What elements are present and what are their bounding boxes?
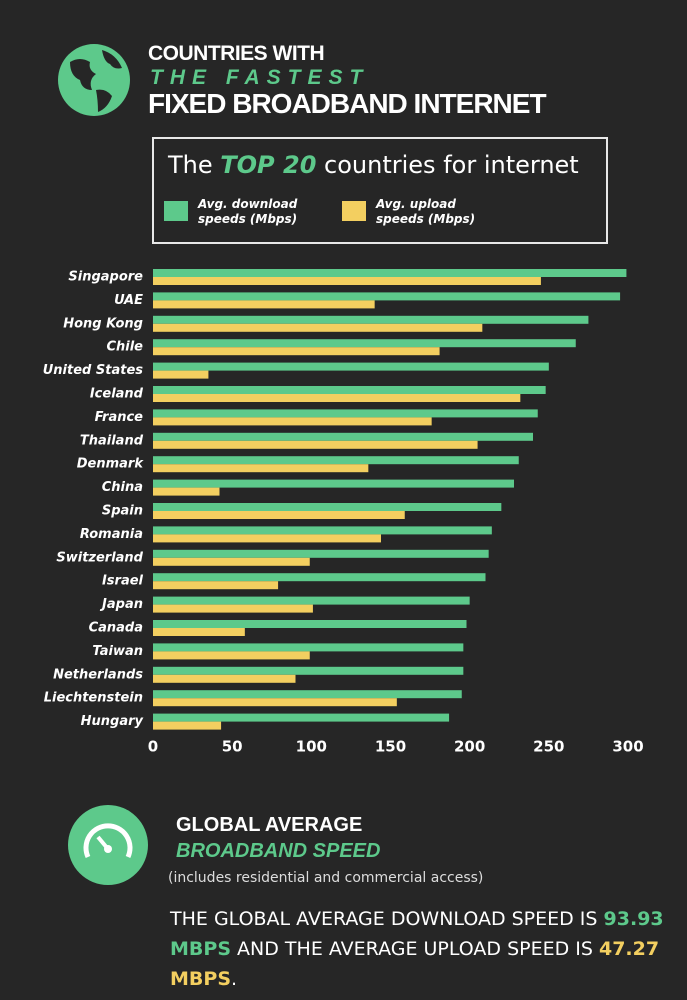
- y-tick-label: Chile: [106, 340, 143, 355]
- bar: [153, 440, 478, 449]
- y-tick-label: Israel: [102, 574, 144, 589]
- bar: [153, 292, 621, 301]
- x-tick-label: 0: [148, 738, 158, 756]
- bar: [153, 643, 464, 652]
- x-tick-label: 50: [222, 738, 243, 756]
- y-tick-label: Iceland: [90, 387, 144, 402]
- y-tick-label: France: [95, 410, 144, 425]
- bar: [153, 456, 519, 465]
- bar: [153, 487, 220, 496]
- bar: [153, 315, 589, 324]
- bar: [153, 604, 313, 613]
- legend-label: Avg. download speeds (Mbps): [198, 197, 298, 226]
- y-tick-label: UAE: [114, 293, 143, 308]
- bar: [153, 721, 222, 730]
- summary-title: BROADBAND SPEED: [176, 840, 381, 862]
- chart: 0 50 100 150 200 250 300 Singapore UAE Hong Kong C…: [43, 269, 644, 756]
- y-tick-label: Liechtenstein: [44, 691, 143, 706]
- title-line: COUNTRIES WITH: [148, 42, 325, 65]
- y-tick-label: Hong Kong: [63, 316, 143, 331]
- legend-box: The TOP 20 countries for internet Avg. d…: [152, 137, 608, 244]
- speed-icon: [68, 805, 148, 885]
- bar: [153, 549, 489, 558]
- bar: [153, 394, 521, 402]
- title-line: FIXED BROADBAND INTERNET: [148, 88, 547, 119]
- y-tick-label: Netherlands: [53, 667, 143, 682]
- bar: [153, 386, 546, 394]
- bar: [153, 362, 549, 371]
- y-tick-label: United States: [43, 363, 144, 378]
- y-tick-label: Denmark: [77, 457, 145, 472]
- bar: [153, 503, 502, 511]
- bar: [153, 277, 541, 285]
- bar: [153, 674, 296, 683]
- text: .: [231, 968, 238, 990]
- bar: [153, 666, 464, 675]
- y-tick-label: Canada: [89, 621, 143, 636]
- bar: [153, 526, 492, 535]
- bar: [153, 620, 467, 628]
- x-tick-label: 100: [296, 738, 327, 756]
- legend-heading: The TOP 20 countries for internet: [168, 151, 579, 179]
- legend-swatch: [342, 201, 366, 221]
- y-tick-label: Hungary: [81, 714, 144, 729]
- bar: [153, 417, 432, 426]
- upload-figure: 47.27 MBPS: [170, 938, 660, 990]
- bar: [153, 300, 375, 309]
- summary-note: (includes residential and commercial acc…: [168, 870, 484, 886]
- bar: [153, 479, 514, 488]
- bar: [153, 690, 462, 699]
- legend-label: Avg. upload speeds (Mbps): [376, 197, 476, 226]
- x-tick-label: 250: [533, 738, 564, 756]
- bar: [153, 432, 533, 441]
- bar: [153, 339, 576, 348]
- gauge: [83, 823, 133, 859]
- text: AND THE AVERAGE UPLOAD SPEED IS: [237, 938, 593, 960]
- bar: [153, 323, 483, 332]
- summary-text: THE GLOBAL AVERAGE DOWNLOAD SPEED IS 93.…: [170, 904, 670, 994]
- bar: [153, 713, 450, 722]
- bar: [153, 628, 245, 636]
- y-tick-label: Taiwan: [92, 644, 143, 659]
- bar: [153, 581, 279, 590]
- legend-swatch: [164, 201, 188, 221]
- y-tick-label: Spain: [102, 504, 143, 519]
- x-tick-label: 300: [612, 738, 643, 756]
- bar: [153, 651, 310, 660]
- bar: [153, 511, 405, 519]
- heading-highlight: TOP 20: [220, 151, 317, 179]
- bar: [153, 573, 486, 582]
- y-tick-label: Romania: [80, 527, 143, 542]
- bar: [153, 557, 310, 566]
- bar: [153, 596, 470, 605]
- bar: [153, 534, 381, 543]
- bar: [153, 269, 627, 277]
- bar: [153, 464, 369, 473]
- heading-text: The: [168, 151, 213, 179]
- summary-title: GLOBAL AVERAGE: [176, 814, 363, 836]
- heading-text: countries for internet: [324, 151, 579, 179]
- text: THE GLOBAL AVERAGE DOWNLOAD SPEED IS: [170, 908, 598, 930]
- y-tick-label: Japan: [99, 597, 143, 612]
- y-tick-label: China: [102, 480, 143, 495]
- x-tick-label: 150: [375, 738, 406, 756]
- x-tick-label: 200: [454, 738, 485, 756]
- bar: [153, 347, 440, 356]
- bar: [153, 370, 209, 379]
- y-tick-label: Thailand: [80, 433, 144, 448]
- title-line: THE FASTEST: [150, 66, 370, 89]
- y-tick-label: Switzerland: [56, 550, 143, 565]
- y-tick-label: Singapore: [68, 270, 143, 285]
- download-figure: 93.93 MBPS: [170, 908, 664, 960]
- globe-icon: [58, 44, 130, 116]
- bar: [153, 698, 397, 707]
- bar: [153, 409, 538, 418]
